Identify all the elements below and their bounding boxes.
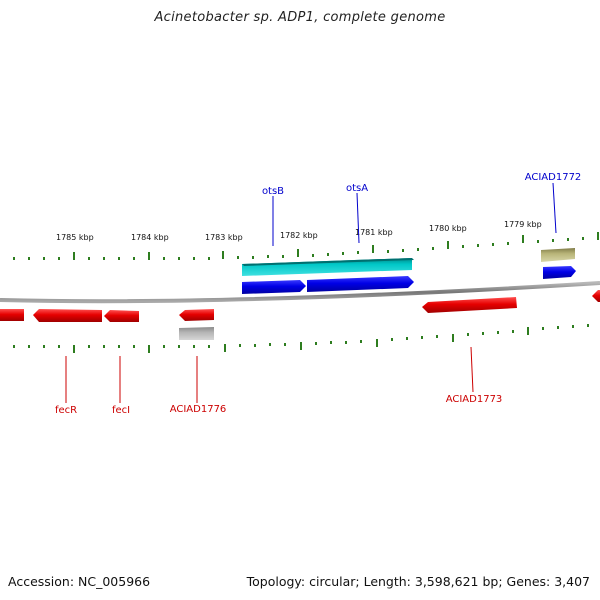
- label-leader-lines: [65, 182, 557, 403]
- topology-summary: Topology: circular; Length: 3,598,621 bp…: [246, 574, 590, 589]
- scale-label-1784: 1784 kbp: [131, 233, 169, 242]
- feature-aciad1772-misc[interactable]: [541, 248, 575, 262]
- accession-text: Accession: NC_005966: [8, 574, 151, 589]
- scale-label-1783: 1783 kbp: [205, 233, 243, 242]
- scale-label-1779: 1779 kbp: [504, 220, 542, 229]
- scale-label-1781: 1781 kbp: [355, 228, 393, 237]
- label-aciad1772[interactable]: ACIAD1772: [525, 172, 582, 183]
- genome-backbone: [0, 281, 600, 304]
- map-title: Acinetobacter sp. ADP1, complete genome: [154, 10, 446, 25]
- feature-aciad1772-cds[interactable]: [543, 266, 576, 279]
- scale-label-1782: 1782 kbp: [280, 231, 318, 240]
- feature-otsB-cds[interactable]: [242, 280, 306, 294]
- label-aciad1776[interactable]: ACIAD1776: [170, 404, 227, 415]
- upper-tick-ring: [13, 232, 599, 260]
- feature-fecR-cds[interactable]: [33, 309, 102, 322]
- feature-left-edge-cds[interactable]: [0, 309, 24, 321]
- feature-otsA-cds[interactable]: [307, 276, 414, 292]
- feature-aciad1776-misc[interactable]: [179, 327, 214, 340]
- scale-labels: 1785 kbp 1784 kbp 1783 kbp 1782 kbp 1781…: [56, 220, 542, 242]
- label-fecR[interactable]: fecR: [55, 405, 77, 416]
- label-otsA[interactable]: otsA: [346, 183, 368, 194]
- feature-cyan-band[interactable]: [242, 258, 414, 276]
- feature-aciad1773-cds[interactable]: [422, 297, 517, 313]
- scale-label-1785: 1785 kbp: [56, 233, 94, 242]
- feature-aciad1776-cds[interactable]: [179, 309, 214, 321]
- label-aciad1773[interactable]: ACIAD1773: [446, 394, 503, 405]
- feature-right-edge-cds[interactable]: [592, 290, 600, 302]
- scale-label-1780: 1780 kbp: [429, 224, 467, 233]
- label-fecI[interactable]: fecI: [112, 405, 130, 416]
- gene-labels: otsB otsA ACIAD1772 fecR fecI ACIAD1776 …: [55, 172, 581, 416]
- lower-tick-ring: [13, 324, 589, 353]
- feature-fecI-cds[interactable]: [104, 310, 139, 322]
- label-otsB[interactable]: otsB: [262, 186, 284, 197]
